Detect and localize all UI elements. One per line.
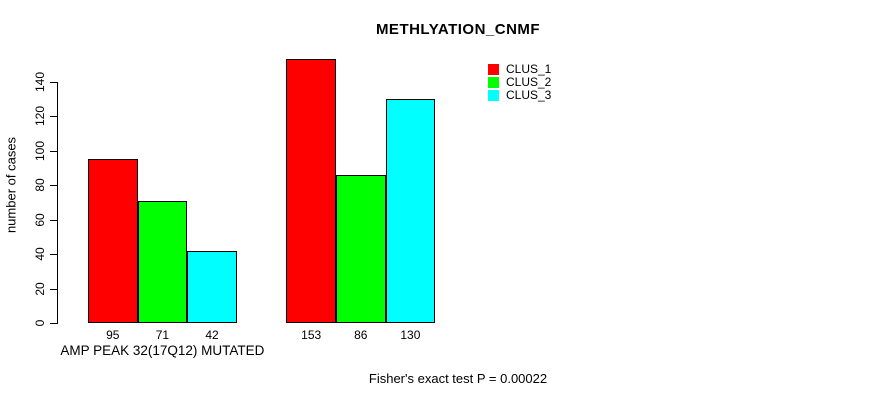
legend-swatch-icon — [488, 64, 499, 75]
y-axis-tick-label: 40 — [33, 247, 47, 261]
bar-CLUS_1-group2 — [286, 59, 336, 323]
x-axis-group-label: AMP PEAK 32(17Q12) MUTATED — [60, 343, 265, 358]
y-axis-tick — [50, 81, 58, 83]
bar-value-label: 95 — [106, 328, 120, 342]
bar-CLUS_2-group2 — [336, 174, 386, 323]
bar-value-label: 86 — [354, 328, 368, 342]
y-axis-tick — [50, 323, 58, 324]
legend-row: CLUS_3 — [488, 89, 551, 102]
legend-row: CLUS_2 — [488, 76, 551, 89]
legend-label: CLUS_2 — [506, 75, 552, 89]
y-axis-tick-label: 0 — [33, 319, 47, 327]
stat-annotation: Fisher's exact test P = 0.00022 — [368, 371, 548, 386]
bar-CLUS_2-group1 — [137, 200, 188, 323]
y-axis-tick-label: 100 — [33, 140, 47, 161]
y-axis-tick — [50, 185, 58, 186]
y-axis-tick-label: 80 — [33, 178, 47, 192]
y-axis-title: number of cases — [3, 136, 19, 234]
bar-CLUS_3-group2 — [385, 98, 436, 323]
legend-swatch-icon — [488, 90, 499, 101]
y-axis-tick-label: 120 — [33, 105, 47, 127]
y-axis-tick — [50, 219, 58, 221]
y-axis-tick — [50, 116, 58, 117]
y-axis-tick-label: 20 — [33, 281, 47, 296]
chart-title: METHLYATION_CNMF — [375, 21, 541, 38]
legend-row: CLUS_1 — [488, 63, 551, 76]
y-axis-tick-label: 60 — [33, 212, 47, 227]
y-axis-line — [57, 81, 58, 324]
bar-value-label: 42 — [205, 328, 219, 342]
y-axis-tick — [50, 254, 58, 255]
y-axis-tick-label: 140 — [33, 71, 47, 92]
legend: CLUS_1 CLUS_2 CLUS_3 — [488, 63, 551, 102]
bar-CLUS_3-group1 — [187, 250, 237, 323]
bar-value-label: 153 — [301, 328, 322, 342]
bar-CLUS_1-group1 — [88, 159, 138, 323]
legend-label: CLUS_3 — [506, 88, 552, 102]
bar-value-label: 130 — [400, 328, 421, 342]
bar-value-label: 71 — [155, 328, 170, 342]
legend-swatch-icon — [488, 77, 499, 88]
legend-label: CLUS_1 — [506, 62, 552, 76]
y-axis-tick — [50, 150, 58, 152]
y-axis-tick — [50, 288, 58, 290]
